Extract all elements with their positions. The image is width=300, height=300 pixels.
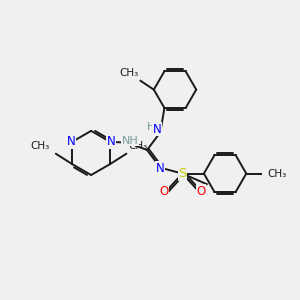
Text: CH₃: CH₃ <box>128 141 147 151</box>
Text: N: N <box>107 135 116 148</box>
Text: CH₃: CH₃ <box>30 141 49 151</box>
Text: O: O <box>159 185 169 198</box>
Text: N: N <box>156 162 165 175</box>
Text: CH₃: CH₃ <box>268 169 287 178</box>
Text: N: N <box>152 123 161 136</box>
Text: O: O <box>196 185 206 198</box>
Text: CH₃: CH₃ <box>120 68 139 78</box>
Text: NH: NH <box>122 136 138 146</box>
Text: N: N <box>67 135 76 148</box>
Text: H: H <box>147 122 155 132</box>
Text: S: S <box>178 167 187 180</box>
